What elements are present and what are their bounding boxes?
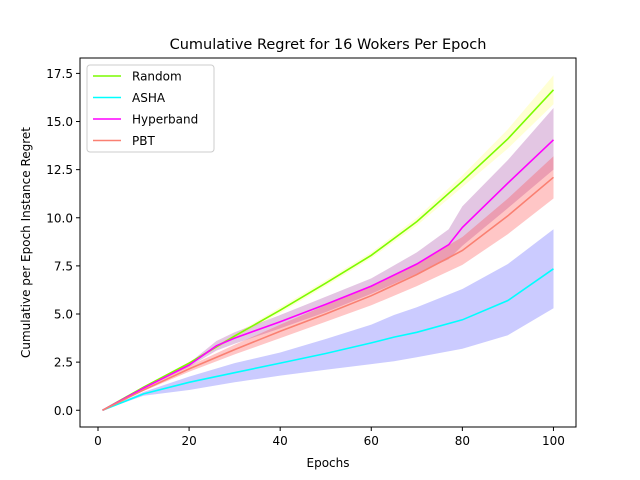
x-axis-label: Epochs <box>307 456 350 470</box>
x-tick-label: 60 <box>364 434 379 448</box>
asha-series-line <box>102 268 554 412</box>
plot-frame <box>79 57 577 428</box>
y-tick-label: 12.5 <box>46 163 73 177</box>
y-tick-label: 17.5 <box>46 67 73 81</box>
chart-title: Cumulative Regret for 16 Wokers Per Epoc… <box>170 37 487 53</box>
y-axis-label: Cumulative per Epoch Instance Regret <box>19 127 33 358</box>
legend-label-hyperband: Hyperband <box>132 113 198 127</box>
x-tick-label: 80 <box>455 434 470 448</box>
legend-label-asha: ASHA <box>132 91 166 105</box>
legend-label-random: Random <box>132 70 182 84</box>
y-tick-label: 0.0 <box>54 404 73 418</box>
y-tick-label: 5.0 <box>54 308 73 322</box>
series-lines <box>102 89 555 412</box>
x-tick-label: 20 <box>181 434 196 448</box>
hyperband-series-line <box>102 139 555 412</box>
y-axis: 0.0 2.5 5.0 7.5 10.0 12.5 15.0 17.5 <box>46 67 80 418</box>
x-axis: 0 20 40 60 80 100 <box>94 427 565 448</box>
x-tick-label: 0 <box>94 434 102 448</box>
x-tick-label: 40 <box>273 434 288 448</box>
random-series-line <box>102 89 555 411</box>
pbt-series-line <box>102 176 555 412</box>
x-tick-label: 100 <box>542 434 565 448</box>
legend: Random ASHA Hyperband PBT <box>86 64 215 153</box>
y-tick-label: 10.0 <box>46 211 73 225</box>
legend-label-pbt: PBT <box>132 134 155 148</box>
y-tick-label: 15.0 <box>46 115 73 129</box>
y-tick-label: 7.5 <box>54 259 73 273</box>
legend-box <box>86 64 215 153</box>
y-tick-label: 2.5 <box>54 356 73 370</box>
